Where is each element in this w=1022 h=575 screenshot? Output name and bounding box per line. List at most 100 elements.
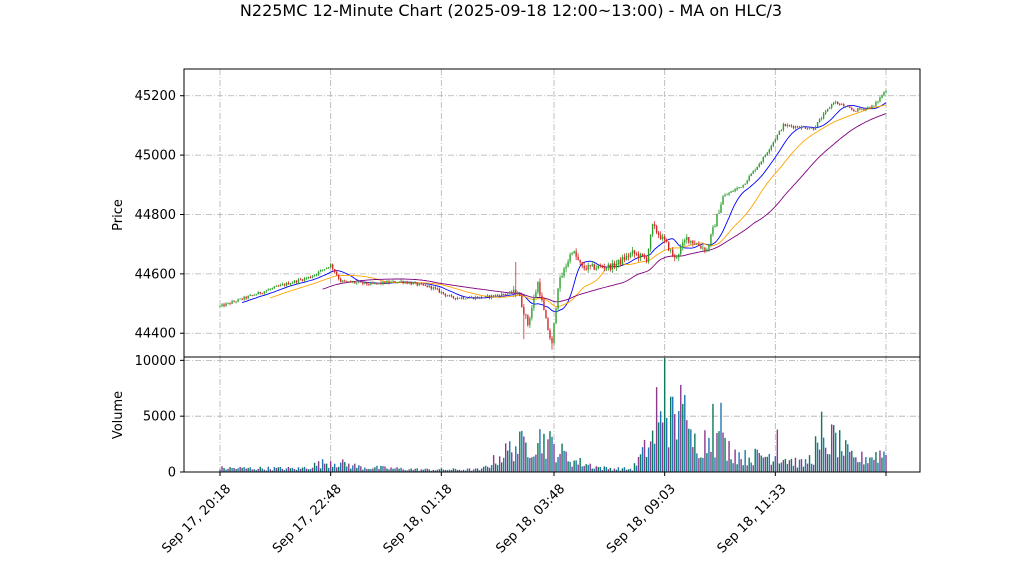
candle-body bbox=[490, 295, 493, 298]
volume-bar bbox=[730, 459, 732, 472]
volume-bar bbox=[478, 470, 481, 472]
candle-body bbox=[460, 297, 463, 299]
candle-body bbox=[223, 304, 225, 307]
volume-bar bbox=[589, 463, 591, 472]
candle-body bbox=[400, 280, 402, 282]
volume-bar bbox=[225, 469, 227, 472]
candle-body bbox=[404, 282, 406, 284]
volume-bar bbox=[841, 451, 843, 472]
volume-bar bbox=[716, 433, 718, 472]
candle-body bbox=[748, 176, 750, 181]
candle-body bbox=[655, 226, 658, 233]
candle-body bbox=[472, 297, 475, 300]
volume-bar bbox=[527, 457, 529, 472]
volume-bar bbox=[472, 469, 475, 472]
candle-body bbox=[430, 285, 432, 289]
candle-body bbox=[450, 295, 453, 297]
candle-body bbox=[398, 281, 400, 283]
volume-ytick-label: 5000 bbox=[143, 410, 176, 425]
volume-bar bbox=[436, 469, 439, 472]
candle-body bbox=[358, 281, 360, 283]
volume-bar bbox=[267, 466, 269, 472]
volume-bar bbox=[450, 469, 453, 472]
candle-body bbox=[307, 276, 310, 279]
volume-bar bbox=[241, 467, 243, 472]
volume-bar bbox=[561, 443, 563, 472]
candle-body bbox=[692, 240, 694, 244]
candle-body bbox=[227, 302, 229, 304]
candle-body bbox=[378, 282, 380, 284]
candle-body bbox=[474, 297, 477, 300]
volume-bar bbox=[754, 448, 756, 472]
volume-bar bbox=[374, 467, 376, 472]
volume-bar bbox=[265, 470, 267, 472]
volume-bar bbox=[611, 470, 614, 472]
candle-body bbox=[241, 298, 243, 300]
candle-body bbox=[257, 292, 259, 295]
candle-body bbox=[597, 265, 599, 269]
candle-body bbox=[444, 293, 447, 296]
candle-body bbox=[776, 134, 779, 140]
volume-bar bbox=[237, 468, 239, 472]
volume-bar bbox=[440, 468, 443, 472]
candle-body bbox=[327, 267, 330, 269]
volume-bar bbox=[221, 466, 223, 472]
candle-body bbox=[635, 253, 638, 255]
volume-bar bbox=[583, 465, 585, 472]
volume-bar bbox=[231, 468, 233, 472]
volume-bar bbox=[376, 465, 378, 472]
volume-bar bbox=[480, 468, 483, 472]
candle-body bbox=[824, 111, 827, 114]
volume-bar bbox=[287, 466, 290, 472]
candle-body bbox=[712, 227, 714, 235]
x-tick-label: Sep 17, 22:48 bbox=[270, 482, 345, 557]
candle-body bbox=[837, 101, 839, 104]
x-tick-label: Sep 18, 01:18 bbox=[381, 482, 456, 557]
volume-bar bbox=[505, 443, 507, 472]
candle-body bbox=[311, 276, 314, 278]
candle-body bbox=[313, 274, 316, 277]
volume-bar bbox=[404, 470, 406, 472]
volume-bar bbox=[327, 467, 330, 472]
volume-bar bbox=[348, 463, 350, 472]
candle-body bbox=[559, 277, 561, 289]
volume-bar bbox=[227, 468, 229, 472]
candle-body bbox=[826, 108, 829, 112]
candle-body bbox=[786, 124, 789, 127]
candle-body bbox=[706, 249, 708, 252]
volume-bar bbox=[645, 456, 648, 472]
volume-bar bbox=[706, 453, 708, 472]
candle-body bbox=[434, 287, 436, 289]
volume-bar bbox=[788, 460, 791, 472]
volume-bar bbox=[845, 440, 847, 472]
volume-bar bbox=[837, 457, 839, 472]
volume-bar bbox=[627, 469, 630, 472]
volume-bar bbox=[424, 468, 426, 472]
candle-body bbox=[535, 292, 537, 299]
candle-body bbox=[843, 104, 845, 107]
candle-body bbox=[245, 296, 247, 299]
volume-bar bbox=[537, 443, 539, 472]
candle-body bbox=[466, 298, 469, 300]
volume-bar bbox=[567, 461, 569, 472]
volume-bar bbox=[744, 450, 746, 472]
volume-bar bbox=[553, 443, 555, 472]
volume-bar bbox=[657, 422, 660, 472]
candle-body bbox=[382, 281, 384, 284]
candle-body bbox=[774, 139, 777, 143]
volume-bar bbox=[500, 462, 503, 472]
volume-bar bbox=[245, 468, 247, 472]
volume-bar bbox=[486, 466, 489, 472]
volume-bar bbox=[233, 467, 235, 472]
candle-body bbox=[225, 303, 227, 307]
candle-body bbox=[315, 274, 318, 276]
volume-bar bbox=[772, 461, 775, 472]
candle-body bbox=[480, 296, 483, 299]
volume-bar bbox=[702, 457, 704, 472]
volume-bar bbox=[482, 466, 485, 472]
volume-bar bbox=[354, 463, 356, 472]
candle-body bbox=[513, 289, 515, 294]
volume-bar bbox=[219, 469, 221, 472]
candle-body bbox=[694, 243, 696, 245]
